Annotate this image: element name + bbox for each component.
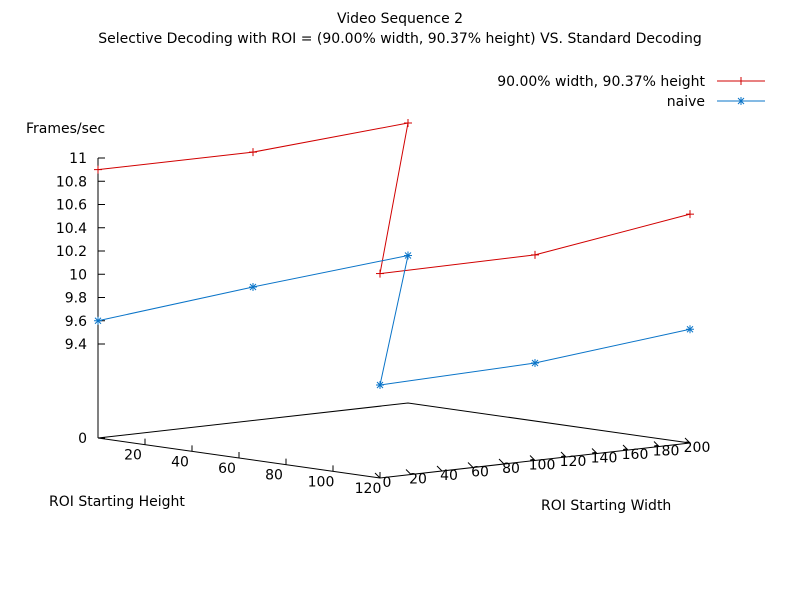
width-tick-label: 120 [560,454,587,470]
width-tick-label: 180 [653,444,680,460]
series-0 [94,119,694,278]
data-point [531,359,539,368]
height-tick-label: 40 [171,454,189,470]
series-line [97,254,691,386]
chart-title: Video Sequence 2 [337,11,463,27]
data-point [94,165,102,174]
width-tick-label: 20 [409,472,427,488]
width-tick-label: 100 [529,458,556,474]
width-tick-mark [405,469,412,475]
width-tick-mark [591,448,598,454]
z-tick-label: 9.8 [65,291,87,307]
height-tick-label: 20 [124,448,142,464]
z-tick-label: 11 [69,151,87,167]
legend: 90.00% width, 90.37% height naive [497,74,765,110]
legend-swatch-marker [737,97,745,105]
width-tick-mark [653,441,660,447]
data-point [686,325,694,334]
series-1 [94,251,694,389]
z-tick-label: 10.4 [56,221,87,237]
width-tick-mark [529,455,536,461]
height-tick-label: 80 [265,468,283,484]
z-tick-label: 10 [69,267,87,283]
tick-labels: 0 9.4 9.6 9.8 10 10.2 10.4 10.6 10.8 11 20 40 60 80 10… [56,151,711,497]
data-point [249,282,257,291]
width-tick-mark [374,472,381,479]
data-point [376,381,384,389]
z-tick-label: 9.6 [65,314,87,330]
width-tick-label: 160 [622,447,649,463]
data-point [376,269,384,278]
width-axis-label: ROI Starting Width [541,498,671,514]
series-line [97,122,691,275]
width-tick-label: 140 [591,451,618,467]
width-tick-label: 200 [684,440,711,456]
legend-swatch-marker [737,77,745,85]
height-tick-label: 120 [355,481,382,497]
width-tick-label: 60 [471,465,489,481]
data-point [404,251,412,260]
data-point [531,250,539,259]
width-tick-mark [622,444,629,451]
width-tick-label: 40 [440,468,458,484]
data-point [404,119,412,127]
z-tick-label: 0 [78,431,87,447]
z-axis-label: Frames/sec [26,121,105,137]
chart-subtitle: Selective Decoding with ROI = (90.00% wi… [98,31,702,47]
height-axis-label: ROI Starting Height [49,494,185,510]
z-tick-label: 10.2 [56,244,87,260]
width-tick-label: 0 [383,475,392,491]
height-tick-label: 100 [308,474,335,490]
width-tick-mark [684,437,691,444]
height-tick-label: 60 [218,461,236,477]
z-tick-label: 9.4 [65,337,87,353]
width-tick-mark [436,465,443,472]
width-tick-label: 80 [502,461,520,477]
legend-label-series-1: naive [667,94,705,110]
width-tick-mark [498,458,505,465]
z-tick-label: 10.8 [56,174,87,190]
data-point [94,316,102,325]
width-tick-mark [560,451,567,458]
data-point [249,148,257,157]
z-tick-label: 10.6 [56,198,87,214]
width-tick-mark [467,462,474,468]
series-layer [94,119,694,389]
legend-label-series-0: 90.00% width, 90.37% height [497,74,705,90]
data-point [686,210,694,219]
